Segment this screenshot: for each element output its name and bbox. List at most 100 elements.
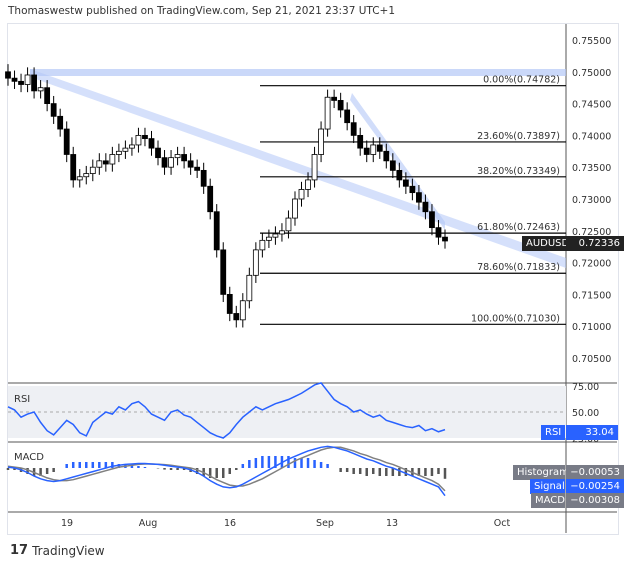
candle-body (11, 77, 18, 82)
macd-value-histogram: −0.00053 (566, 465, 624, 480)
candle-body (76, 176, 83, 181)
price-tick-label: 0.71500 (572, 290, 611, 301)
candle-body (207, 185, 214, 213)
candle-body (292, 198, 298, 219)
macd-value-signal: −0.00254 (566, 479, 624, 494)
price-tick-label: 0.73000 (572, 195, 611, 206)
macd-value-macd: −0.00308 (566, 493, 624, 508)
price-tick-label: 0.73500 (572, 163, 611, 174)
macd-title: MACD (14, 452, 44, 463)
candle-body (350, 122, 357, 136)
candle-body (416, 192, 422, 203)
time-tick-label: Oct (494, 518, 511, 529)
candle-body (37, 87, 44, 92)
macd-legend-macd: MACD (531, 493, 565, 508)
time-tick-label: 19 (61, 518, 73, 529)
candle-body (324, 96, 331, 130)
tradingview-logo[interactable]: 17 TradingView (10, 543, 105, 558)
candle-body (63, 128, 70, 155)
candle-body (298, 189, 305, 200)
candle-body (357, 134, 364, 149)
price-tick-label: 0.74500 (572, 100, 611, 111)
fib-level-label: 38.20%(0.73349) (477, 166, 560, 177)
fib-level-label: 61.80%(0.72463) (477, 222, 560, 233)
candle-body (318, 128, 324, 155)
price-tick-label: 0.75500 (572, 36, 611, 47)
candle-body (194, 166, 201, 171)
candle-body (115, 150, 122, 155)
candle-body (44, 87, 51, 104)
fib-level-label: 78.60%(0.71833) (477, 262, 560, 273)
candle-body (396, 169, 403, 181)
candle-body (429, 211, 435, 229)
candle-body (285, 217, 292, 232)
candle-body (331, 96, 338, 101)
candle-body (148, 138, 155, 149)
candle-body (311, 154, 318, 181)
price-tick-label: 0.74000 (572, 131, 611, 142)
time-tick-label: 16 (224, 518, 236, 529)
candle-body (226, 293, 233, 314)
time-tick-label: Aug (139, 518, 158, 529)
rsi-title: RSI (14, 394, 30, 405)
candle-body (259, 239, 266, 251)
candle-body (181, 154, 188, 162)
candle-body (279, 230, 285, 235)
candle-body (129, 144, 135, 149)
macd-legend-histogram: Histogram (513, 465, 569, 480)
candle-body (435, 227, 442, 238)
tradingview-logo-icon: 17 (10, 543, 29, 558)
candle-body (161, 157, 168, 168)
candle-body (363, 147, 370, 155)
price-tick-label: 0.70500 (572, 354, 611, 365)
rsi-value-tag: 33.04 (566, 425, 618, 440)
candle-body (233, 313, 240, 321)
rsi-tag: RSI (541, 425, 565, 440)
price-tick-label: 0.71000 (572, 322, 611, 333)
candle-body (96, 160, 103, 168)
candle-body (174, 154, 181, 159)
candle-body (305, 179, 311, 190)
candle-body (24, 74, 31, 85)
candle-body (5, 71, 11, 79)
candle-body (18, 80, 24, 85)
fib-level-label: 23.60%(0.73897) (477, 131, 560, 142)
candle-body (252, 249, 259, 276)
candle-body (409, 185, 416, 194)
last-price-tag: 0.72336 (566, 236, 624, 251)
candle-body (213, 211, 220, 251)
candle-body (389, 160, 396, 171)
time-tick-label: Sep (316, 518, 334, 529)
rsi-line (7, 382, 446, 439)
candle-body (89, 166, 96, 174)
candle-body (370, 144, 377, 155)
symbol-tag: AUDUSD (522, 236, 569, 251)
candle-body (135, 134, 142, 146)
time-tick-label: 13 (386, 518, 398, 529)
candle-body (102, 160, 109, 165)
price-tick-label: 0.72000 (572, 259, 611, 270)
candle-body (246, 274, 253, 302)
candle-body (442, 236, 448, 242)
fib-level-label: 0.00%(0.74782) (483, 75, 560, 86)
macd-legend-signal: Signal (530, 479, 565, 494)
candle-body (402, 179, 409, 187)
horizontal-channel-band (30, 69, 566, 76)
candle-body (57, 115, 64, 130)
macd-line (7, 445, 446, 497)
candle-body (272, 233, 279, 238)
price-tick-label: 0.75000 (572, 68, 611, 79)
wedge-band (350, 93, 445, 230)
signal-line (7, 446, 446, 492)
candle-body (142, 134, 148, 139)
candle-body (200, 169, 207, 187)
candle-body (187, 160, 194, 168)
fib-level-label: 100.00%(0.71030) (471, 313, 560, 324)
candle-body (337, 100, 344, 111)
candle-body (122, 147, 129, 152)
price-tick-label: 0.72500 (572, 227, 611, 238)
tradingview-logo-text: TradingView (32, 543, 105, 558)
candle-body (383, 150, 390, 162)
candle-body (265, 236, 272, 241)
